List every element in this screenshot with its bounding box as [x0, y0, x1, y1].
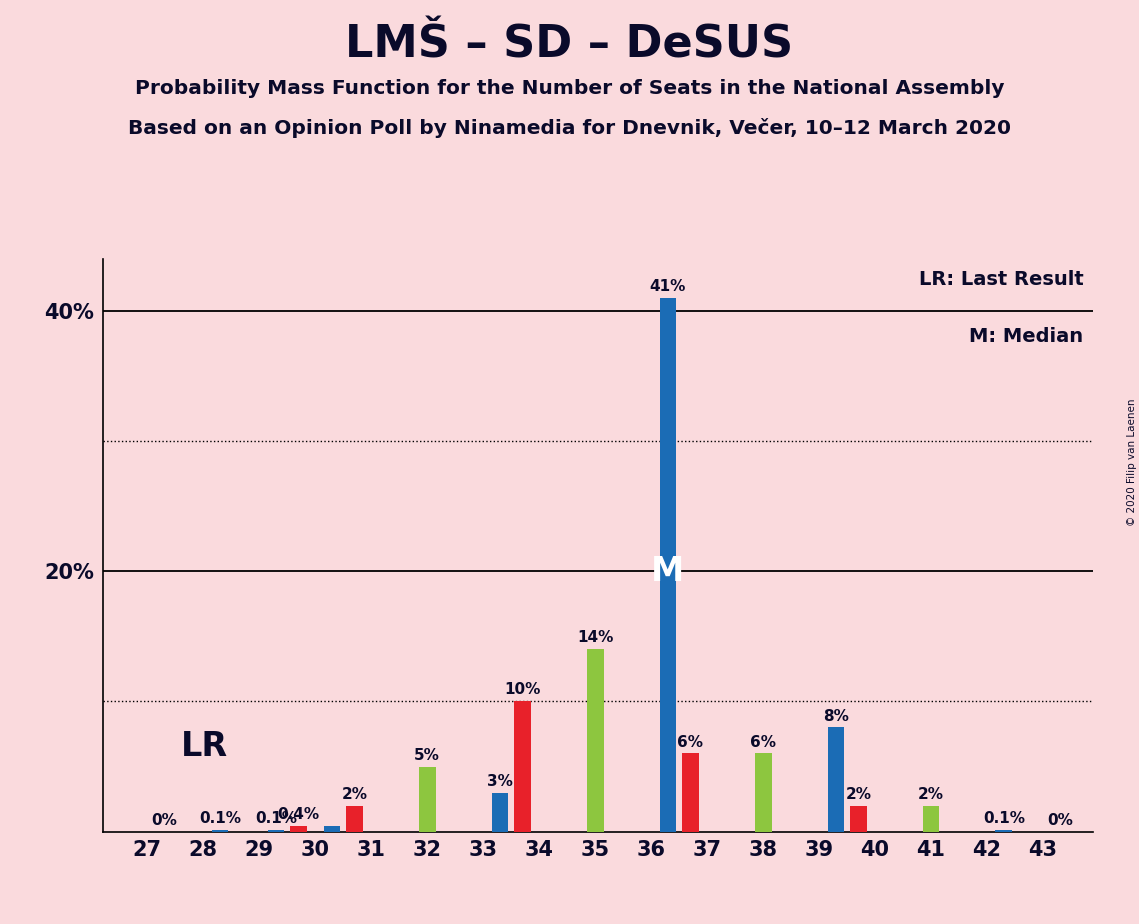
Text: 14%: 14% [577, 630, 614, 645]
Text: 0%: 0% [151, 813, 177, 828]
Bar [923, 806, 940, 832]
Text: 0.4%: 0.4% [278, 808, 320, 822]
Bar [268, 831, 285, 832]
Bar [212, 831, 229, 832]
Text: 8%: 8% [823, 709, 849, 723]
Text: LR: LR [181, 731, 228, 763]
Text: 5%: 5% [415, 748, 440, 762]
Bar [995, 831, 1013, 832]
Text: 0.1%: 0.1% [255, 811, 297, 826]
Text: 0%: 0% [1047, 813, 1073, 828]
Text: M: M [652, 554, 685, 588]
Bar [290, 826, 306, 832]
Bar [828, 727, 844, 832]
Text: 2%: 2% [845, 786, 871, 802]
Text: Based on an Opinion Poll by Ninamedia for Dnevnik, Večer, 10–12 March 2020: Based on an Opinion Poll by Ninamedia fo… [128, 118, 1011, 139]
Text: 41%: 41% [649, 279, 686, 294]
Text: 10%: 10% [505, 683, 541, 698]
Text: 3%: 3% [487, 773, 513, 789]
Bar [587, 650, 604, 832]
Bar [492, 793, 508, 832]
Bar [419, 767, 435, 832]
Text: 0.1%: 0.1% [199, 811, 241, 826]
Text: 6%: 6% [678, 735, 704, 749]
Bar [755, 753, 771, 832]
Bar [323, 826, 341, 832]
Bar [682, 753, 698, 832]
Bar [346, 806, 363, 832]
Bar [659, 298, 677, 832]
Text: 2%: 2% [918, 786, 944, 802]
Text: M: Median: M: Median [969, 327, 1083, 346]
Text: LR: Last Result: LR: Last Result [919, 270, 1083, 289]
Text: Probability Mass Function for the Number of Seats in the National Assembly: Probability Mass Function for the Number… [134, 79, 1005, 98]
Bar [850, 806, 867, 832]
Text: © 2020 Filip van Laenen: © 2020 Filip van Laenen [1126, 398, 1137, 526]
Text: LMŠ – SD – DeSUS: LMŠ – SD – DeSUS [345, 23, 794, 67]
Text: 2%: 2% [342, 786, 368, 802]
Text: 6%: 6% [751, 735, 776, 749]
Bar [514, 701, 531, 832]
Text: 0.1%: 0.1% [983, 811, 1025, 826]
